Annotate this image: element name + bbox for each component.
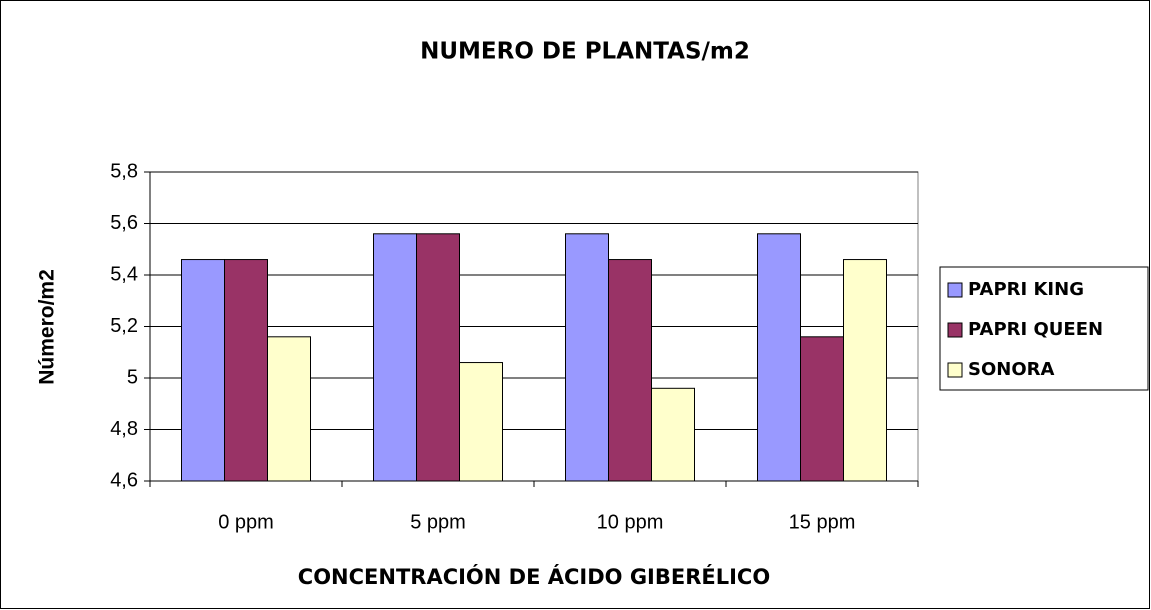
bar	[608, 259, 652, 482]
bar	[651, 387, 695, 482]
y-tick-label: 4,6	[110, 469, 138, 491]
x-tick-label: 10 ppm	[597, 511, 664, 533]
bar	[757, 233, 801, 482]
y-tick-label: 5	[127, 366, 138, 388]
x-axis-label: CONCENTRACIÓN DE ÁCIDO GIBERÉLICO	[298, 564, 770, 589]
y-tick-label: 5,6	[110, 212, 138, 234]
bar	[843, 259, 887, 482]
legend-label: PAPRI KING	[968, 279, 1084, 300]
y-tick-label: 5,4	[110, 263, 138, 285]
bar	[800, 336, 844, 482]
chart-title: NUMERO DE PLANTAS/m2	[420, 39, 750, 65]
bar	[224, 259, 268, 482]
legend-swatch	[947, 282, 963, 298]
bar	[267, 336, 311, 482]
bar	[181, 259, 225, 482]
x-tick-label: 15 ppm	[789, 511, 856, 533]
legend-swatch	[947, 322, 963, 338]
x-tick-label: 0 ppm	[218, 511, 274, 533]
x-tick-label: 5 ppm	[410, 511, 466, 533]
bar	[416, 233, 460, 482]
legend-label: PAPRI QUEEN	[968, 319, 1103, 340]
bar	[565, 233, 609, 482]
y-tick-label: 5,2	[110, 315, 138, 337]
y-axis-label: Número/m2	[36, 269, 59, 385]
bar	[459, 362, 503, 482]
legend-label: SONORA	[968, 359, 1054, 380]
y-tick-label: 4,8	[110, 418, 138, 440]
legend-swatch	[947, 362, 963, 378]
legend	[939, 266, 1149, 391]
bar	[373, 233, 417, 482]
y-tick-label: 5,8	[110, 160, 138, 182]
